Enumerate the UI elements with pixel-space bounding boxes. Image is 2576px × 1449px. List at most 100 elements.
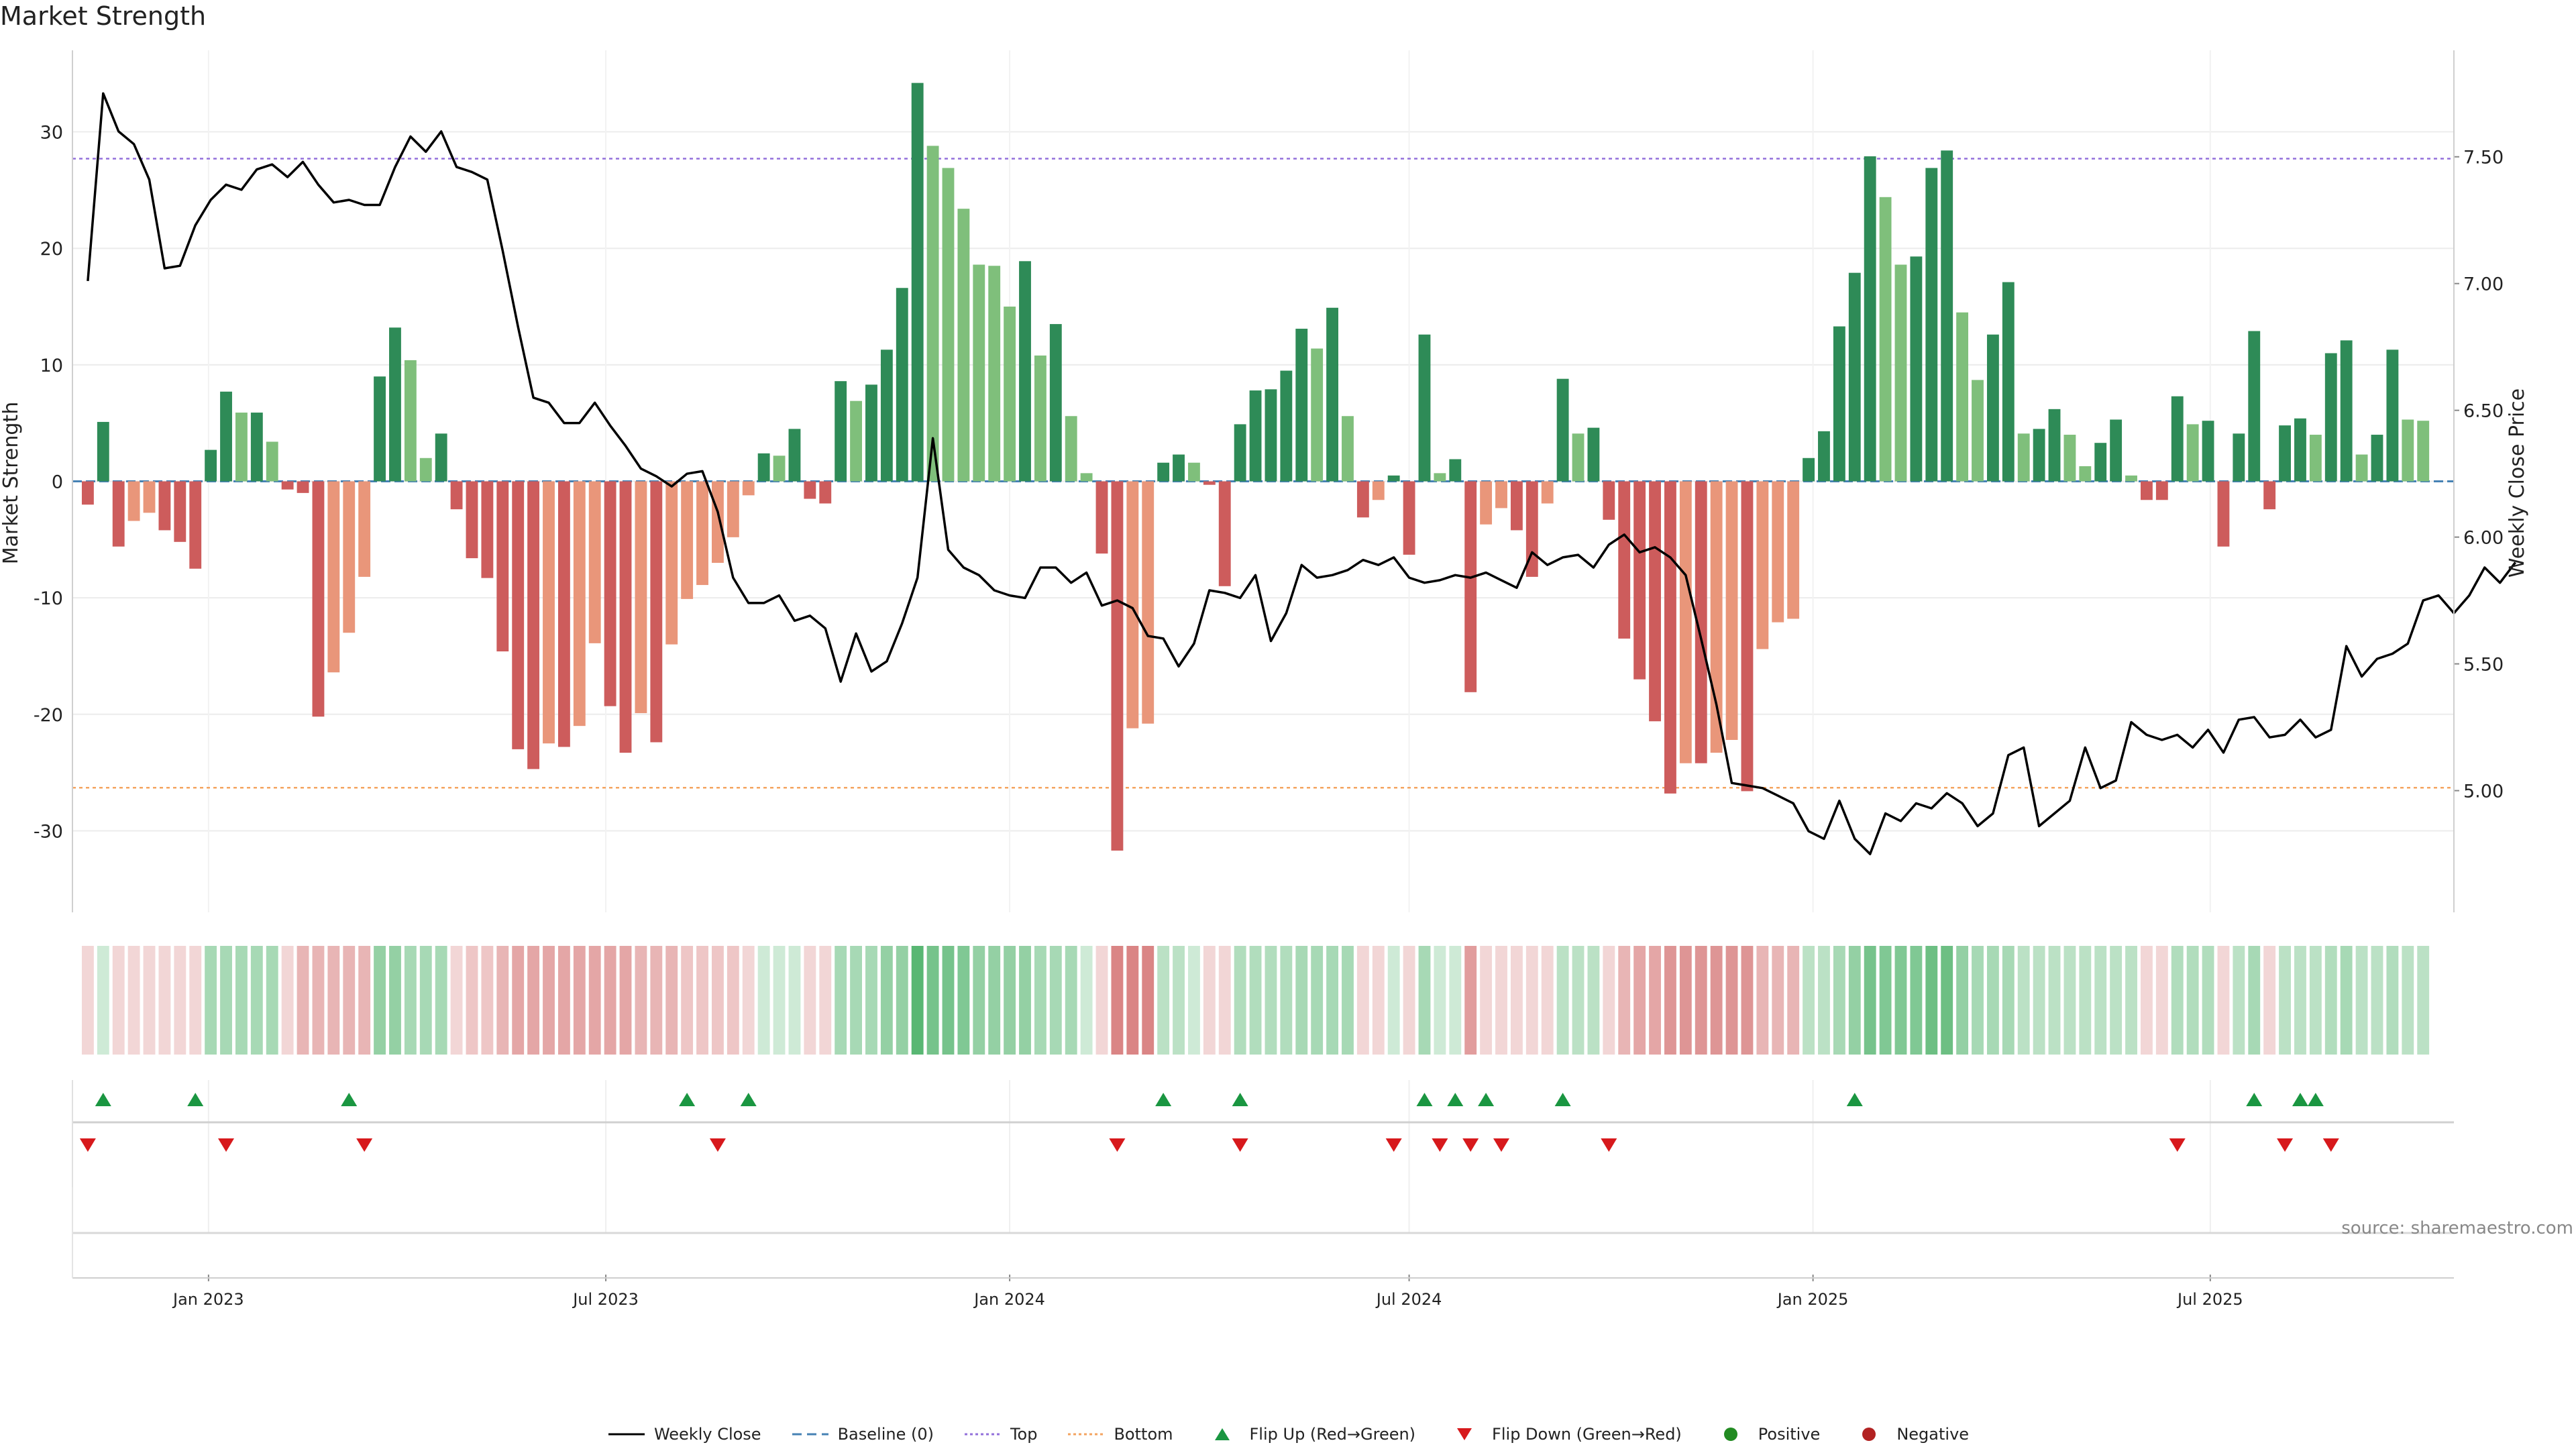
strength-bar xyxy=(1818,431,1830,482)
heat-cell xyxy=(1972,946,1984,1055)
heat-cell xyxy=(189,946,202,1055)
heat-cell xyxy=(1295,946,1308,1055)
heat-cell xyxy=(1664,946,1676,1055)
heat-cell xyxy=(1618,946,1631,1055)
flip-up-marker xyxy=(1155,1093,1172,1106)
flip-up-marker xyxy=(95,1093,111,1106)
strength-bar xyxy=(527,481,540,769)
heat-cell xyxy=(2094,946,2107,1055)
flip-up-marker xyxy=(1232,1093,1248,1106)
strength-bar xyxy=(2309,435,2322,482)
strength-bar xyxy=(2155,481,2168,500)
legend-item-baseline: Baseline (0) xyxy=(791,1425,934,1444)
strength-bar xyxy=(588,481,601,643)
strength-bar xyxy=(1049,324,1062,482)
flip-up-marker xyxy=(2307,1093,2324,1106)
strength-bar xyxy=(619,481,632,753)
heat-cell xyxy=(512,946,525,1055)
strength-bar xyxy=(2402,419,2414,482)
flip-up-marker xyxy=(679,1093,696,1106)
heat-cell xyxy=(1787,946,1800,1055)
heat-cell xyxy=(835,946,847,1055)
y-tick-label: 20 xyxy=(40,239,63,260)
heat-cell xyxy=(696,946,708,1055)
flip-up-marker xyxy=(341,1093,358,1106)
strength-bar xyxy=(281,481,294,490)
heat-cell xyxy=(773,946,786,1055)
strength-bar xyxy=(1603,481,1615,520)
strength-bar xyxy=(1034,355,1046,482)
heat-cell xyxy=(926,946,939,1055)
heat-cell xyxy=(2340,946,2353,1055)
strength-bar xyxy=(1234,424,1246,482)
flip-down-marker xyxy=(1109,1138,1126,1152)
x-tick-label: Jan 2025 xyxy=(1776,1290,1849,1309)
legend-glyph xyxy=(1457,1428,1472,1440)
strength-bar xyxy=(2141,481,2153,500)
heat-cell xyxy=(1556,946,1569,1055)
strength-heatmap-strip xyxy=(81,946,2430,1055)
heat-cell xyxy=(788,946,801,1055)
legend-symbol-top xyxy=(964,1433,1001,1436)
strength-bar xyxy=(1218,481,1231,586)
strength-bar xyxy=(1387,475,1400,482)
strength-bar xyxy=(2355,454,2368,482)
heat-cell xyxy=(2171,946,2184,1055)
strength-bar xyxy=(1418,334,1431,482)
heat-cell xyxy=(205,946,217,1055)
heat-cell xyxy=(112,946,125,1055)
flip-down-marker xyxy=(2322,1138,2339,1152)
heat-cell xyxy=(2233,946,2245,1055)
heat-cell xyxy=(1218,946,1231,1055)
heat-cell xyxy=(2279,946,2291,1055)
strength-bar xyxy=(1249,390,1262,482)
strength-bar xyxy=(450,481,463,510)
heat-cell xyxy=(2371,946,2383,1055)
strength-bar xyxy=(1879,197,1892,482)
legend-symbol-bottom xyxy=(1068,1433,1105,1436)
heat-cell xyxy=(1772,946,1784,1055)
strength-bar xyxy=(650,481,663,743)
heat-cell xyxy=(2402,946,2414,1055)
y2-tick-label: 7.50 xyxy=(2463,148,2504,168)
heat-cell xyxy=(1864,946,1876,1055)
heat-cell xyxy=(1403,946,1415,1055)
strength-bar xyxy=(2186,424,2199,482)
flip-down-marker xyxy=(1432,1138,1448,1152)
flip-up-marker xyxy=(1846,1093,1863,1106)
legend-label: Weekly Close xyxy=(653,1425,761,1444)
strength-bar xyxy=(988,266,1001,482)
heat-cell xyxy=(973,946,985,1055)
y2-tick-label: 7.00 xyxy=(2463,274,2504,295)
strength-bar xyxy=(1986,334,1999,482)
flip-up-marker xyxy=(187,1093,204,1106)
strength-bar xyxy=(973,264,985,482)
axes: -30 -20 -10 0 10 20 30 5.00 5.50 6.00 6.50 7.00 7.50 xyxy=(34,50,2504,912)
heat-cell xyxy=(1879,946,1892,1055)
strength-bar xyxy=(1664,481,1676,794)
flip-down-marker xyxy=(1601,1138,1617,1152)
strength-bar xyxy=(1480,481,1493,525)
y-tick-label: -10 xyxy=(34,588,63,609)
heat-cell xyxy=(1111,946,1124,1055)
heat-cell xyxy=(665,946,678,1055)
strength-bar xyxy=(2324,353,2337,482)
heat-cell xyxy=(1019,946,1031,1055)
heat-cell xyxy=(312,946,325,1055)
heat-cell xyxy=(1326,946,1338,1055)
heat-cell xyxy=(389,946,401,1055)
strength-bar xyxy=(2294,418,2306,482)
strength-bar xyxy=(850,400,862,482)
strength-bar xyxy=(496,481,509,652)
strength-bar xyxy=(2002,282,2015,482)
heat-cell xyxy=(2217,946,2230,1055)
legend-label: Top xyxy=(1010,1425,1038,1444)
strength-bar xyxy=(1173,454,1185,482)
strength-bar xyxy=(312,481,325,717)
legend-label: Flip Down (Green→Red) xyxy=(1492,1425,1682,1444)
strength-bar xyxy=(97,421,109,482)
strength-bar xyxy=(1587,427,1600,482)
heat-cell xyxy=(2017,946,2030,1055)
strength-bar xyxy=(1710,481,1723,753)
heat-cell xyxy=(988,946,1001,1055)
